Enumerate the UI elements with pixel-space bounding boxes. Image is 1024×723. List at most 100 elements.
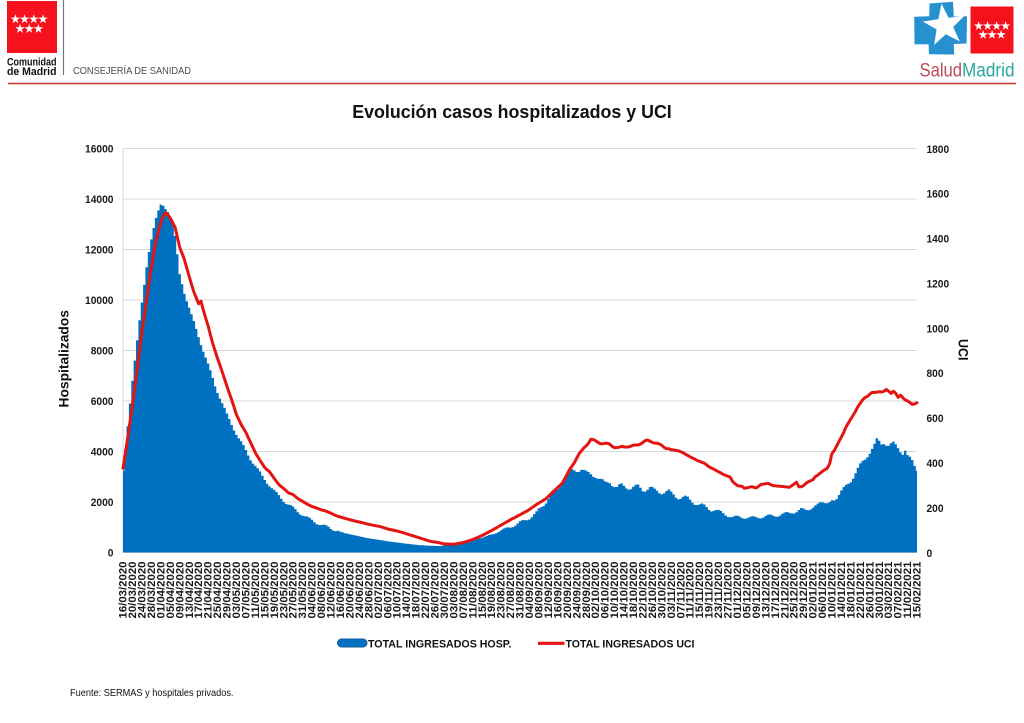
- svg-text:2000: 2000: [91, 497, 114, 509]
- svg-text:11/02/2021: 11/02/2021: [902, 562, 914, 619]
- svg-text:6000: 6000: [91, 396, 114, 408]
- svg-text:TOTAL INGRESADOS UCI: TOTAL INGRESADOS UCI: [566, 638, 695, 650]
- svg-text:01/12/2020: 01/12/2020: [732, 562, 744, 619]
- svg-text:24/06/2020: 24/06/2020: [354, 562, 366, 619]
- svg-text:09/12/2020: 09/12/2020: [751, 562, 763, 619]
- svg-text:20/03/2020: 20/03/2020: [127, 562, 139, 619]
- svg-text:22/07/2020: 22/07/2020: [420, 562, 432, 619]
- svg-text:16/03/2020: 16/03/2020: [118, 562, 130, 619]
- svg-text:8000: 8000: [91, 345, 114, 357]
- svg-text:10/10/2020: 10/10/2020: [609, 562, 621, 619]
- svg-text:03/08/2020: 03/08/2020: [448, 562, 460, 619]
- svg-text:25/12/2020: 25/12/2020: [789, 562, 801, 619]
- svg-text:15/05/2020: 15/05/2020: [259, 562, 271, 619]
- svg-text:31/05/2020: 31/05/2020: [297, 562, 309, 619]
- svg-text:28/03/2020: 28/03/2020: [146, 562, 158, 619]
- svg-text:21/12/2020: 21/12/2020: [779, 562, 791, 619]
- svg-text:03/02/2021: 03/02/2021: [883, 562, 895, 619]
- svg-text:30/01/2021: 30/01/2021: [874, 562, 886, 619]
- svg-text:1400: 1400: [927, 234, 950, 246]
- svg-text:28/06/2020: 28/06/2020: [363, 562, 375, 619]
- svg-text:12/06/2020: 12/06/2020: [326, 562, 338, 619]
- svg-text:04/06/2020: 04/06/2020: [307, 562, 319, 619]
- svg-text:18/01/2021: 18/01/2021: [845, 562, 857, 619]
- svg-text:12000: 12000: [85, 244, 114, 256]
- svg-text:06/07/2020: 06/07/2020: [382, 562, 394, 619]
- svg-text:17/12/2020: 17/12/2020: [770, 562, 782, 619]
- svg-text:14/01/2021: 14/01/2021: [836, 562, 848, 619]
- svg-text:11/05/2020: 11/05/2020: [250, 562, 262, 619]
- svg-text:02/01/2021: 02/01/2021: [808, 562, 820, 619]
- svg-text:1000: 1000: [927, 323, 950, 335]
- svg-text:05/12/2020: 05/12/2020: [742, 562, 754, 619]
- svg-text:07/08/2020: 07/08/2020: [458, 562, 470, 619]
- svg-text:UCI: UCI: [956, 339, 971, 361]
- svg-text:29/04/2020: 29/04/2020: [222, 562, 234, 619]
- svg-text:1800: 1800: [927, 144, 950, 156]
- svg-text:de Madrid: de Madrid: [7, 66, 57, 78]
- svg-text:14000: 14000: [85, 194, 114, 206]
- svg-text:04/09/2020: 04/09/2020: [524, 562, 536, 619]
- svg-text:30/07/2020: 30/07/2020: [439, 562, 451, 619]
- svg-text:0: 0: [927, 548, 933, 560]
- svg-text:12/09/2020: 12/09/2020: [543, 562, 555, 619]
- svg-text:13/12/2020: 13/12/2020: [760, 562, 772, 619]
- svg-text:21/04/2020: 21/04/2020: [203, 562, 215, 619]
- svg-text:01/04/2020: 01/04/2020: [155, 562, 167, 619]
- svg-text:25/04/2020: 25/04/2020: [212, 562, 224, 619]
- svg-text:16000: 16000: [85, 143, 114, 155]
- svg-text:06/10/2020: 06/10/2020: [600, 562, 612, 619]
- svg-text:4000: 4000: [91, 446, 114, 458]
- svg-text:20/09/2020: 20/09/2020: [562, 562, 574, 619]
- svg-text:13/04/2020: 13/04/2020: [184, 562, 196, 619]
- svg-text:200: 200: [927, 503, 944, 515]
- svg-text:07/11/2020: 07/11/2020: [675, 562, 687, 619]
- svg-text:26/01/2021: 26/01/2021: [864, 562, 876, 619]
- svg-text:18/10/2020: 18/10/2020: [628, 562, 640, 619]
- svg-text:600: 600: [927, 413, 944, 425]
- svg-text:Comunidad: Comunidad: [7, 57, 57, 69]
- svg-text:10000: 10000: [85, 295, 114, 307]
- svg-text:11/11/2020: 11/11/2020: [685, 562, 697, 619]
- svg-text:24/09/2020: 24/09/2020: [571, 562, 583, 619]
- svg-text:02/10/2020: 02/10/2020: [590, 562, 602, 619]
- svg-text:03/05/2020: 03/05/2020: [231, 562, 243, 619]
- svg-text:11/08/2020: 11/08/2020: [467, 562, 479, 619]
- svg-text:22/10/2020: 22/10/2020: [638, 562, 650, 619]
- svg-text:31/08/2020: 31/08/2020: [515, 562, 527, 619]
- svg-text:08/06/2020: 08/06/2020: [316, 562, 328, 619]
- svg-text:19/05/2020: 19/05/2020: [269, 562, 281, 619]
- svg-text:Madrid: Madrid: [962, 61, 1015, 82]
- svg-text:19/08/2020: 19/08/2020: [486, 562, 498, 619]
- svg-text:08/09/2020: 08/09/2020: [534, 562, 546, 619]
- svg-text:15/08/2020: 15/08/2020: [477, 562, 489, 619]
- svg-text:18/07/2020: 18/07/2020: [411, 562, 423, 619]
- svg-text:03/11/2020: 03/11/2020: [666, 562, 678, 619]
- svg-text:27/08/2020: 27/08/2020: [505, 562, 517, 619]
- svg-text:1200: 1200: [927, 279, 950, 291]
- svg-text:10/01/2021: 10/01/2021: [827, 562, 839, 619]
- svg-text:07/05/2020: 07/05/2020: [241, 562, 253, 619]
- svg-text:17/04/2020: 17/04/2020: [193, 562, 205, 619]
- svg-text:Hospitalizados: Hospitalizados: [56, 310, 72, 408]
- svg-text:27/05/2020: 27/05/2020: [288, 562, 300, 619]
- svg-text:09/04/2020: 09/04/2020: [174, 562, 186, 619]
- svg-text:10/07/2020: 10/07/2020: [392, 562, 404, 619]
- svg-text:0: 0: [108, 547, 114, 559]
- svg-text:07/02/2021: 07/02/2021: [893, 562, 905, 619]
- svg-text:400: 400: [927, 458, 944, 470]
- svg-text:27/11/2020: 27/11/2020: [723, 562, 735, 619]
- svg-text:05/04/2020: 05/04/2020: [165, 562, 177, 619]
- svg-text:20/06/2020: 20/06/2020: [345, 562, 357, 619]
- svg-text:15/11/2020: 15/11/2020: [694, 562, 706, 619]
- svg-text:800: 800: [927, 368, 944, 380]
- svg-text:02/07/2020: 02/07/2020: [373, 562, 385, 619]
- svg-text:19/11/2020: 19/11/2020: [704, 562, 716, 619]
- svg-text:30/10/2020: 30/10/2020: [656, 562, 668, 619]
- svg-text:TOTAL INGRESADOS HOSP.: TOTAL INGRESADOS HOSP.: [368, 638, 512, 650]
- svg-text:16/09/2020: 16/09/2020: [552, 562, 564, 619]
- svg-text:Evolución casos hospitalizados: Evolución casos hospitalizados y UCI: [352, 102, 672, 122]
- svg-text:16/06/2020: 16/06/2020: [335, 562, 347, 619]
- svg-text:29/12/2020: 29/12/2020: [798, 562, 810, 619]
- svg-text:22/01/2021: 22/01/2021: [855, 562, 867, 619]
